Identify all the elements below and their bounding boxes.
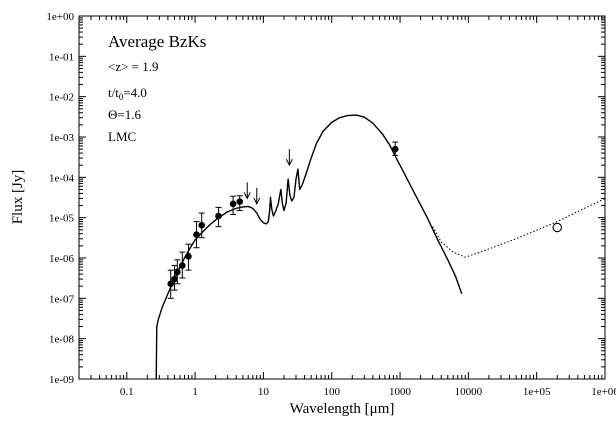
data-point bbox=[178, 262, 186, 269]
model-curve bbox=[155, 114, 463, 380]
y-tick-label: 1e-07 bbox=[49, 293, 75, 305]
data-point bbox=[174, 268, 181, 276]
y-tick-label: 1e-09 bbox=[49, 374, 75, 386]
y-tick-label: 1e-05 bbox=[49, 213, 75, 225]
data-point bbox=[215, 212, 222, 220]
series-layer bbox=[155, 114, 606, 380]
x-tick-label: 100 bbox=[323, 386, 340, 398]
y-tick-label: 1e-06 bbox=[49, 253, 75, 265]
x-tick-label: 0.1 bbox=[120, 386, 134, 398]
y-tick-label: 1e-03 bbox=[49, 132, 75, 144]
x-tick-label: 10 bbox=[258, 386, 270, 398]
data-point bbox=[193, 231, 200, 238]
y-axis-label: Flux [Jy] bbox=[10, 170, 26, 225]
annotation-age-value: =4.0 bbox=[123, 85, 147, 100]
annotation-age: t/t0=4.0 bbox=[108, 85, 147, 102]
upper-limit-arrowhead bbox=[243, 192, 251, 200]
annotation-age-sub: 0 bbox=[119, 92, 124, 102]
annotation-extinction: LMC bbox=[108, 129, 136, 144]
upper-limit-arrowhead bbox=[253, 197, 261, 205]
tick-layer: 0.1 1 10 100 1000 10000 1e+05 1e+06 1e-09 1e-08 1e… bbox=[46, 11, 616, 398]
annotation-age-prefix: t/t bbox=[108, 85, 119, 100]
data-point bbox=[229, 200, 237, 208]
data-point bbox=[171, 275, 178, 283]
y-tick-label: 1e-01 bbox=[49, 51, 74, 63]
annotation-redshift: <z> = 1.9 bbox=[108, 59, 159, 74]
open-data-point bbox=[552, 222, 562, 233]
x-tick-label: 1 bbox=[192, 386, 198, 398]
y-tick-label: 1e-04 bbox=[49, 172, 75, 184]
y-tick-label: 1e+00 bbox=[46, 11, 74, 23]
points-layer bbox=[167, 141, 562, 299]
dotted-model-curve bbox=[432, 197, 606, 258]
x-tick-label: 1e+06 bbox=[591, 386, 616, 398]
data-point bbox=[391, 145, 399, 153]
data-point bbox=[185, 253, 192, 260]
plot-frame bbox=[78, 15, 606, 380]
x-tick-label: 1e+05 bbox=[523, 386, 551, 398]
data-point bbox=[198, 221, 205, 229]
data-point bbox=[167, 280, 175, 288]
data-point bbox=[236, 198, 244, 205]
annotation-theta: Θ=1.6 bbox=[108, 107, 141, 122]
x-tick-label: 1000 bbox=[389, 386, 412, 398]
upper-limit-arrowhead bbox=[285, 158, 293, 167]
annotation-name: Average BzKs bbox=[108, 32, 206, 51]
x-axis-label: Wavelength [μm] bbox=[290, 401, 395, 417]
x-tick-label: 10000 bbox=[455, 386, 483, 398]
y-tick-label: 1e-08 bbox=[49, 334, 75, 346]
y-tick-label: 1e-02 bbox=[49, 92, 74, 104]
